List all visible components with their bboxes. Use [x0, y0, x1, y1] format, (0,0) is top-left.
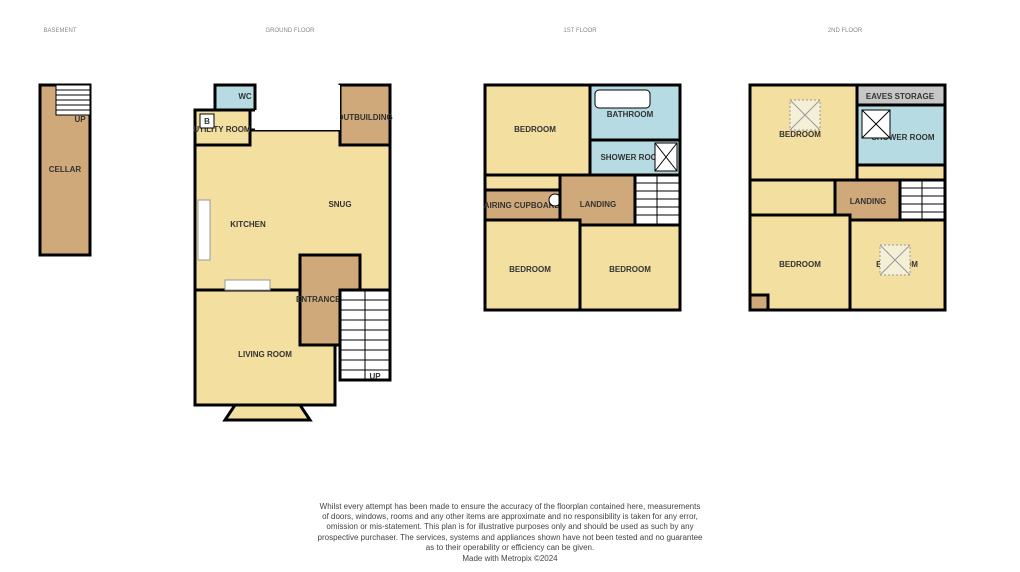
- label-up-ground: UP: [369, 372, 381, 381]
- room-airing: AIRING CUPBOARD: [484, 201, 561, 210]
- disc-l5: as to their operability or efficiency ca…: [426, 543, 594, 552]
- room-bed-1b: BEDROOM: [509, 265, 551, 274]
- room-landing-2: LANDING: [850, 197, 886, 206]
- room-bathroom: BATHROOM: [607, 110, 654, 119]
- room-landing-1: LANDING: [580, 200, 616, 209]
- first-plan: BEDROOM BATHROOM SHOWER ROOM AIRING CUPB…: [484, 85, 680, 310]
- label-up-basement: UP: [74, 115, 86, 124]
- room-snug: SNUG: [328, 200, 351, 209]
- label-second: 2ND FLOOR: [820, 28, 870, 34]
- disc-l1: Whilst every attempt has been made to en…: [320, 502, 701, 511]
- basement-plan: CELLAR UP: [40, 85, 90, 255]
- room-kitchen: KITCHEN: [230, 220, 266, 229]
- second-plan: EAVES STORAGE BEDROOM SHOWER ROOM LANDIN…: [750, 85, 945, 310]
- room-wc: WC: [238, 92, 252, 101]
- room-cellar: CELLAR: [49, 165, 82, 174]
- ground-plan: WC UTILITY ROOM B OUTBUILDING ENTRANCE H…: [193, 85, 392, 420]
- label-basement: BASEMENT: [40, 28, 80, 34]
- room-bed-2b: BEDROOM: [779, 260, 821, 269]
- disc-l6: Made with Metropix ©2024: [462, 554, 557, 563]
- room-shower-1: SHOWER ROOM: [600, 153, 663, 162]
- disclaimer: Whilst every attempt has been made to en…: [0, 502, 1020, 564]
- room-bed-1c: BEDROOM: [609, 265, 651, 274]
- room-bed-1a: BEDROOM: [514, 125, 556, 134]
- room-living: LIVING ROOM: [238, 350, 292, 359]
- label-first: 1ST FLOOR: [555, 28, 605, 34]
- disc-l4: prospective purchaser. The services, sys…: [318, 533, 703, 542]
- floorplan-svg: CELLAR UP WC UTILITY ROOM B OUTBUILDING …: [0, 0, 1020, 520]
- room-outbuilding: OUTBUILDING: [337, 113, 393, 122]
- room-eaves: EAVES STORAGE: [866, 92, 935, 101]
- label-boiler: B: [204, 117, 210, 126]
- disc-l2: of doors, windows, rooms and any other i…: [322, 512, 698, 521]
- disc-l3: omission or mis-statement. This plan is …: [326, 522, 693, 531]
- label-ground: GROUND FLOOR: [260, 28, 320, 34]
- room-bed-2a: BEDROOM: [779, 130, 821, 139]
